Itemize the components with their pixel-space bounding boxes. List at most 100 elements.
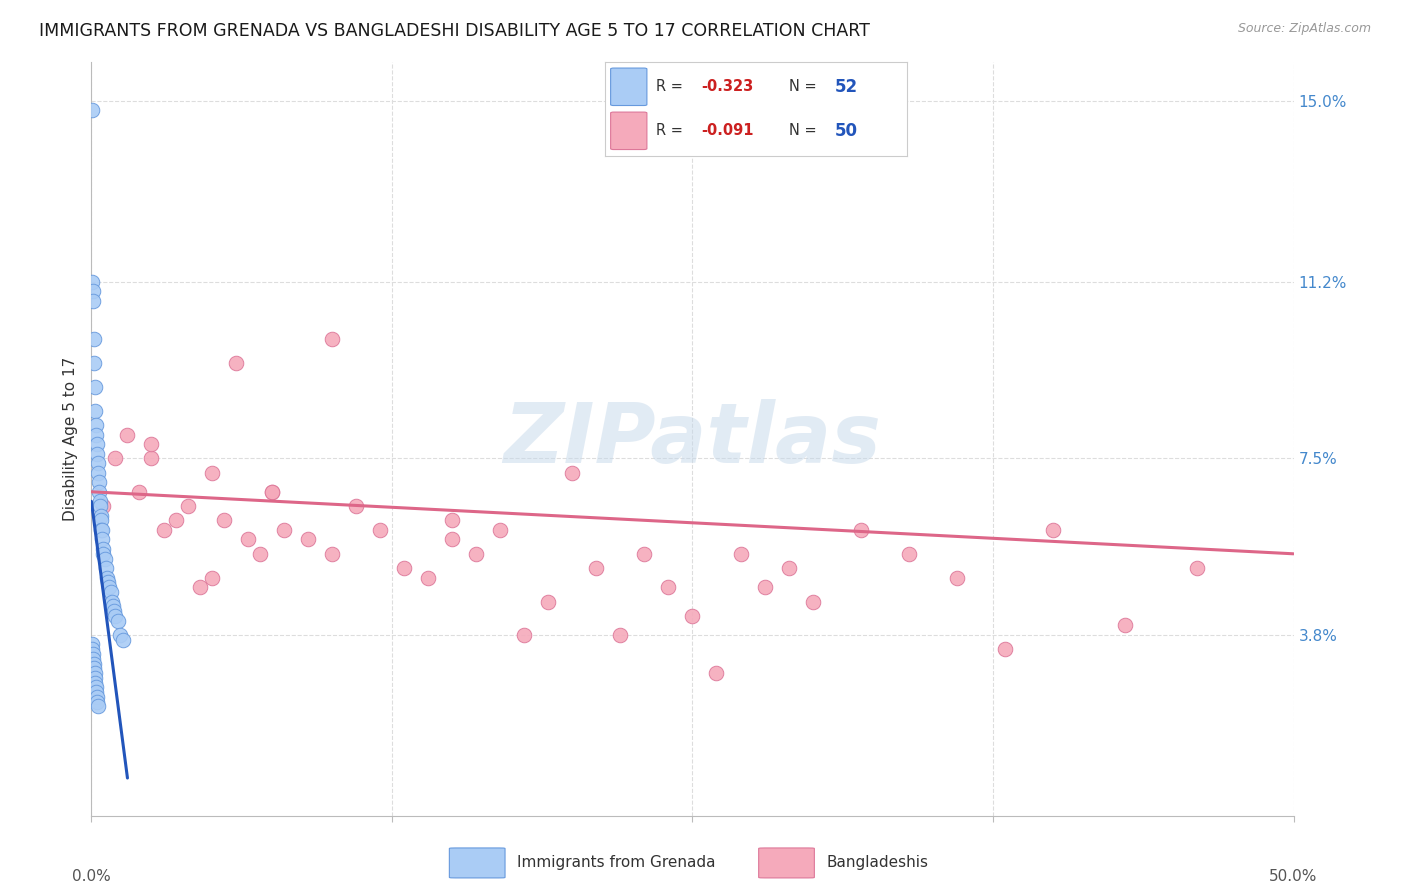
Point [89,499,111,513]
Point [87,466,110,480]
FancyBboxPatch shape [759,848,814,878]
Point [101,594,124,608]
Point [489,523,512,537]
Point [93,547,115,561]
FancyBboxPatch shape [610,68,647,105]
Point [84,403,107,417]
Point [82,652,104,666]
Point [96,571,118,585]
Text: IMMIGRANTS FROM GRENADA VS BANGLADESHI DISABILITY AGE 5 TO 17 CORRELATION CHART: IMMIGRANTS FROM GRENADA VS BANGLADESHI D… [39,22,870,40]
Point [416,571,439,585]
Point [83,380,105,394]
Point [778,561,800,575]
Point [188,580,211,594]
FancyBboxPatch shape [610,112,647,150]
Point [368,523,391,537]
Point [83,661,105,675]
Point [513,628,536,642]
Text: N =: N = [789,79,821,95]
Point [585,561,607,575]
Text: 50.0%: 50.0% [1270,869,1317,884]
Point [176,499,198,513]
Text: Bangladeshis: Bangladeshis [827,855,929,870]
Text: R =: R = [657,123,688,138]
Point [83,657,105,671]
Point [89,508,111,523]
Point [201,571,224,585]
Point [994,642,1017,657]
Point [80,103,103,117]
Point [609,628,631,642]
Point [80,637,103,651]
Point [1042,523,1064,537]
Point [83,332,105,346]
Point [83,356,105,370]
Point [152,523,174,537]
Point [633,547,655,561]
Point [89,494,111,508]
Point [82,275,104,289]
Point [225,356,247,370]
Text: 0.0%: 0.0% [72,869,111,884]
Point [117,427,139,442]
Point [440,513,463,527]
Point [87,699,110,714]
Point [111,632,134,647]
Point [82,647,104,661]
Point [104,451,127,466]
Point [344,499,367,513]
Point [946,571,969,585]
Point [110,628,132,642]
Point [321,547,343,561]
Point [849,523,872,537]
Text: 52: 52 [834,78,858,95]
Point [84,675,107,690]
Text: ZIPatlas: ZIPatlas [503,399,882,480]
Point [91,542,114,557]
Point [91,523,114,537]
Point [93,499,115,513]
Point [103,604,125,618]
Point [98,580,121,594]
Text: 50: 50 [834,122,858,140]
Point [657,580,679,594]
Point [754,580,776,594]
Point [273,523,295,537]
Point [249,547,271,561]
Point [86,695,108,709]
Point [86,690,108,704]
Point [82,293,104,308]
Point [93,551,115,566]
Point [86,437,108,451]
Y-axis label: Disability Age 5 to 17: Disability Age 5 to 17 [63,357,79,522]
Point [1114,618,1136,632]
Point [321,332,343,346]
Point [201,466,224,480]
Text: Source: ZipAtlas.com: Source: ZipAtlas.com [1237,22,1371,36]
Point [84,681,107,695]
Text: R =: R = [657,79,688,95]
Point [83,666,105,681]
Point [465,547,488,561]
Point [141,451,163,466]
Text: -0.091: -0.091 [702,123,754,138]
Point [82,285,104,299]
Point [297,533,319,547]
Point [94,561,117,575]
Point [104,608,127,623]
Point [84,427,107,442]
Point [260,484,283,499]
Point [141,437,163,451]
Point [706,666,728,681]
Point [86,447,108,461]
FancyBboxPatch shape [450,848,505,878]
Point [87,475,110,490]
Point [100,585,122,599]
Point [84,671,107,685]
Point [107,614,129,628]
Point [392,561,415,575]
Point [1187,561,1209,575]
Point [537,594,560,608]
Point [681,608,703,623]
Point [97,575,120,590]
